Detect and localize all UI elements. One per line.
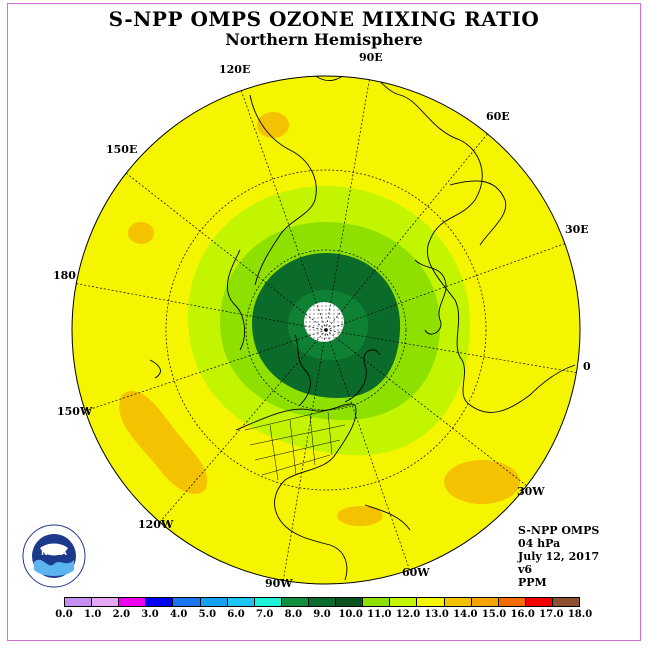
lon-label-30w: 30W (517, 485, 545, 498)
colorbar-segment (499, 598, 526, 606)
colorbar-segment (336, 598, 363, 606)
colorbar-tick-label: 5.0 (199, 609, 216, 620)
colorbar-segment (92, 598, 119, 606)
lon-label-90e: 90E (359, 51, 383, 64)
lon-label-120e: 120E (219, 63, 250, 76)
colorbar-segment (228, 598, 255, 606)
ozone-blob (444, 460, 520, 504)
colorbar-segment (255, 598, 282, 606)
colorbar-tick-label: 12.0 (396, 609, 420, 620)
lon-label-30e: 30E (565, 223, 589, 236)
colorbar-segment (146, 598, 173, 606)
colorbar-tick-label: 3.0 (141, 609, 158, 620)
colorbar (64, 597, 580, 607)
colorbar-tick-label: 13.0 (424, 609, 448, 620)
colorbar-tick-label: 9.0 (313, 609, 330, 620)
lon-label-150w: 150W (57, 405, 92, 418)
info-instrument: S-NPP OMPS (518, 524, 599, 537)
colorbar-tick-label: 18.0 (568, 609, 592, 620)
info-level: 04 hPa (518, 537, 599, 550)
noaa-logo-text: NOAA (41, 548, 67, 557)
colorbar-ticks: 0.0 1.0 2.0 3.0 4.0 5.0 6.0 7.0 8.0 9.0 10.0 11.0 12… (64, 609, 580, 623)
info-units: PPM (518, 576, 599, 589)
pole-hatching (304, 302, 344, 342)
ozone-blob (128, 222, 154, 244)
colorbar-tick-label: 16.0 (510, 609, 534, 620)
colorbar-segment (282, 598, 309, 606)
lon-label-0: 0 (583, 360, 591, 373)
colorbar-segment (119, 598, 146, 606)
colorbar-segment (173, 598, 200, 606)
colorbar-tick-label: 17.0 (539, 609, 563, 620)
lon-label-180: 180 (53, 269, 76, 282)
lon-label-60w: 60W (402, 566, 430, 579)
lon-label-90w: 90W (265, 577, 293, 590)
colorbar-tick-label: 1.0 (84, 609, 101, 620)
colorbar-tick-label: 8.0 (285, 609, 302, 620)
colorbar-tick-label: 2.0 (113, 609, 130, 620)
noaa-logo: NOAA (18, 524, 90, 588)
colorbar-tick-label: 11.0 (367, 609, 391, 620)
colorbar-segment (390, 598, 417, 606)
colorbar-segment (417, 598, 444, 606)
lon-label-120w: 120W (138, 518, 173, 531)
info-block: S-NPP OMPS 04 hPa July 12, 2017 v6 PPM (518, 524, 599, 589)
info-date: July 12, 2017 (518, 550, 599, 563)
colorbar-tick-label: 10.0 (338, 609, 362, 620)
colorbar-segment (526, 598, 553, 606)
colorbar-segment (309, 598, 336, 606)
colorbar-tick-label: 15.0 (482, 609, 506, 620)
colorbar-segment (472, 598, 499, 606)
lon-label-150e: 150E (106, 143, 137, 156)
colorbar-tick-label: 4.0 (170, 609, 187, 620)
colorbar-tick-label: 6.0 (227, 609, 244, 620)
colorbar-segment (445, 598, 472, 606)
colorbar-segment (201, 598, 228, 606)
colorbar-tick-label: 14.0 (453, 609, 477, 620)
lon-label-60e: 60E (486, 110, 510, 123)
colorbar-tick-label: 0.0 (55, 609, 72, 620)
colorbar-tick-label: 7.0 (256, 609, 273, 620)
colorbar-segment (363, 598, 390, 606)
colorbar-segment (65, 598, 92, 606)
colorbar-segment (553, 598, 579, 606)
info-version: v6 (518, 563, 599, 576)
